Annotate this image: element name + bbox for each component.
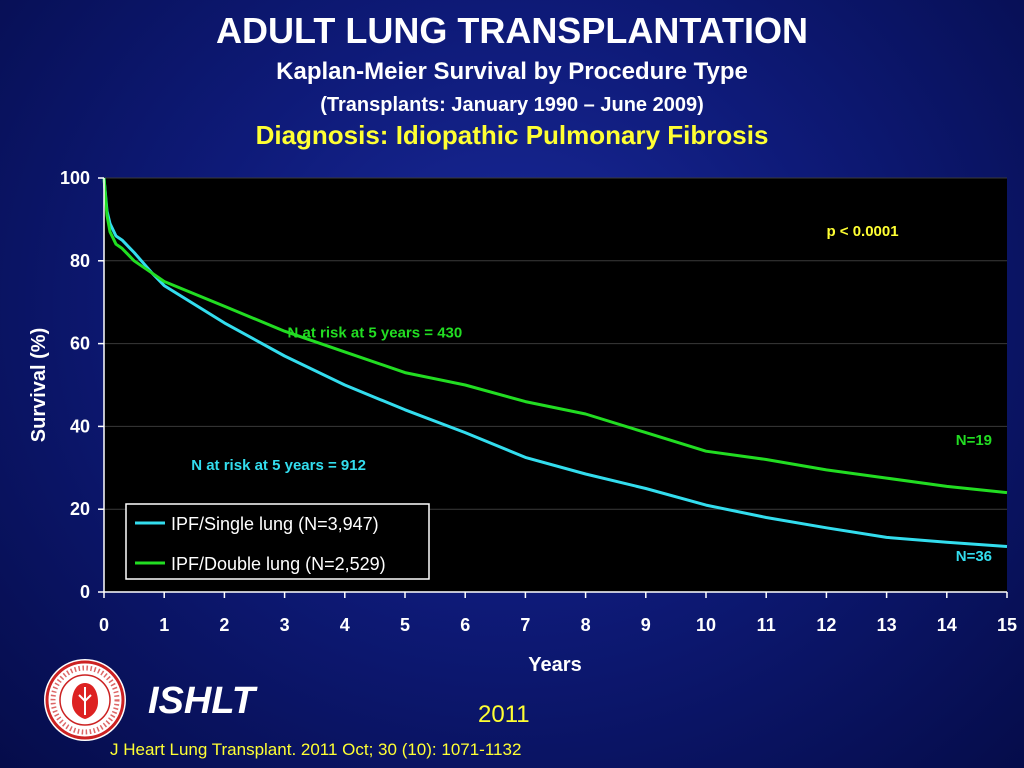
x-tick-label: 7 — [520, 615, 530, 635]
x-tick-label: 14 — [937, 615, 957, 635]
series-lines — [102, 177, 1008, 548]
annotations: p < 0.0001 N at risk at 5 years = 430 N at… — [191, 223, 992, 565]
transplant-period: (Transplants: January 1990 – June 2009) — [320, 94, 704, 116]
chart-subtitle: Kaplan-Meier Survival by Procedure Type — [276, 58, 748, 85]
legend-label-single: IPF/Single lung (N=3,947) — [171, 514, 379, 534]
chart-annotation: p < 0.0001 — [826, 223, 898, 240]
x-tick-label: 13 — [877, 615, 897, 635]
x-tick-label: 8 — [581, 615, 591, 635]
x-tick-label: 6 — [460, 615, 470, 635]
series-line-double — [102, 177, 1008, 495]
series-line-single — [102, 177, 1008, 548]
chart-annotation: N at risk at 5 years = 912 — [191, 457, 366, 474]
x-tick-label: 4 — [340, 615, 350, 635]
y-tick-label: 60 — [70, 334, 90, 354]
y-axis-title: Survival (%) — [28, 328, 50, 442]
y-tick-label: 0 — [80, 582, 90, 602]
ishlt-seal-logo — [44, 659, 126, 741]
x-tick-label: 2 — [219, 615, 229, 635]
legend-box — [125, 503, 430, 580]
x-tick-label: 3 — [280, 615, 290, 635]
chart-annotation: N=36 — [956, 548, 992, 565]
y-tick-label: 100 — [60, 168, 90, 188]
x-tick-label: 0 — [99, 615, 109, 635]
x-tick-label: 10 — [696, 615, 716, 635]
y-tick-label: 40 — [70, 416, 90, 436]
citation: J Heart Lung Transplant. 2011 Oct; 30 (1… — [110, 740, 522, 759]
x-axis-title: Years — [528, 654, 581, 676]
x-tick-label: 15 — [997, 615, 1017, 635]
x-tick-label: 9 — [641, 615, 651, 635]
legend-label-double: IPF/Double lung (N=2,529) — [171, 554, 386, 574]
x-tick-label: 11 — [757, 615, 776, 635]
x-tick-label: 12 — [816, 615, 836, 635]
page-title: ADULT LUNG TRANSPLANTATION — [216, 10, 808, 51]
ishlt-wordmark: ISHLT — [148, 680, 255, 722]
x-tick-label: 5 — [400, 615, 410, 635]
y-tick-label: 80 — [70, 251, 90, 271]
chart-annotation: N=19 — [956, 432, 992, 449]
legend: IPF/Single lung (N=3,947) IPF/Double lun… — [125, 503, 430, 580]
chart-annotation: N at risk at 5 years = 430 — [288, 324, 463, 341]
diagnosis-heading: Diagnosis: Idiopathic Pulmonary Fibrosis — [255, 120, 769, 150]
x-tick-label: 1 — [159, 615, 169, 635]
y-tick-label: 20 — [70, 499, 90, 519]
publication-year: 2011 — [478, 701, 530, 728]
